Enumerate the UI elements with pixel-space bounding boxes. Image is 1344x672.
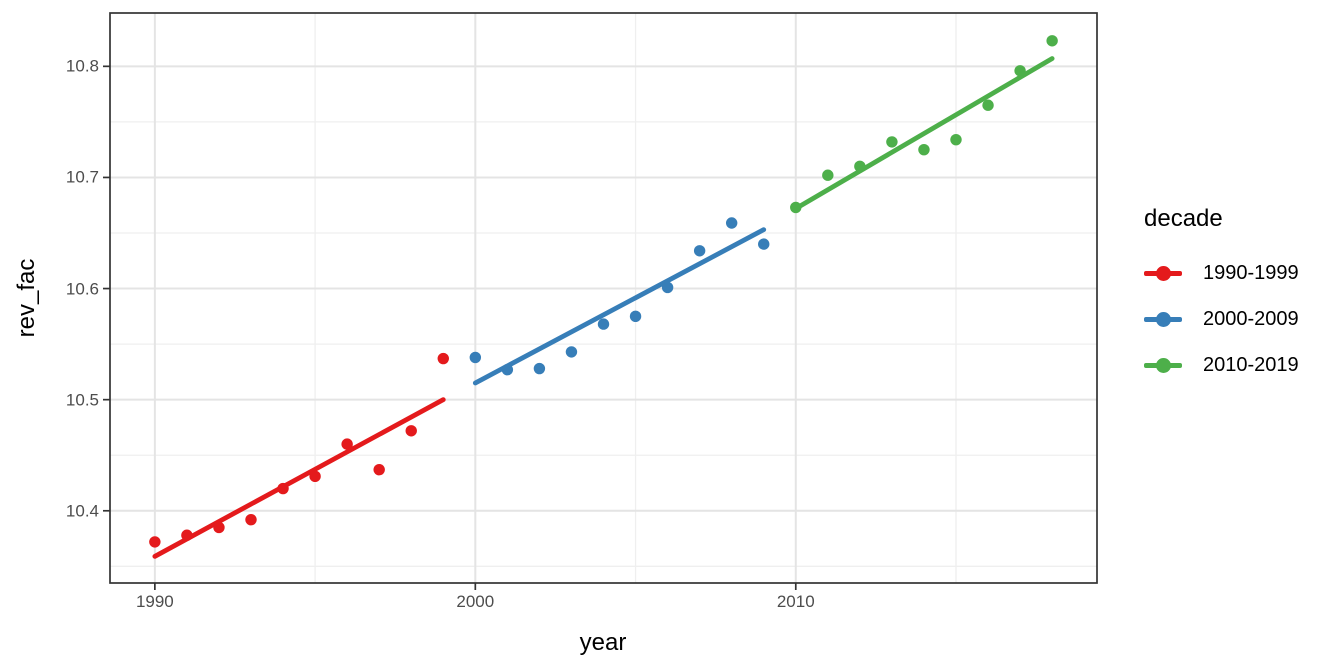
y-tick-label: 10.4	[65, 501, 99, 521]
data-point-2000-2009	[725, 217, 738, 229]
data-point-2010-2019	[1046, 35, 1058, 47]
data-point-2010-2019	[1014, 65, 1026, 77]
legend-item-label: 2010-2019	[1203, 354, 1299, 377]
legend-item: 2000-2009	[1144, 304, 1299, 334]
legend-item-label: 2000-2009	[1203, 308, 1299, 331]
y-tick-label: 10.5	[65, 390, 99, 410]
trend-line-2000-2009	[472, 227, 767, 386]
legend-key-glyph-icon	[1144, 350, 1182, 380]
data-point-2000-2009	[469, 351, 482, 364]
data-point-2000-2009	[565, 346, 578, 358]
data-point-2010-2019	[790, 201, 802, 214]
data-point-1990-1999	[181, 529, 193, 541]
legend-key-glyph-icon	[1144, 258, 1182, 288]
legend-key-dot	[1155, 357, 1171, 373]
x-tick-label: 2000	[456, 592, 495, 611]
data-point-2000-2009	[533, 362, 546, 375]
trend-line-1990-1999	[152, 397, 446, 559]
data-point-2000-2009	[693, 245, 706, 257]
data-point-1990-1999	[245, 513, 257, 526]
data-point-2010-2019	[950, 133, 962, 146]
data-point-1990-1999	[277, 482, 289, 495]
panel-border	[109, 12, 1098, 584]
legend-item-label: 1990-1999	[1203, 262, 1299, 285]
trend-line-2010-2019	[793, 56, 1055, 211]
data-point-1990-1999	[405, 425, 417, 437]
y-tick-label: 10.6	[65, 279, 99, 299]
data-point-2010-2019	[886, 136, 898, 148]
data-point-2010-2019	[918, 143, 930, 156]
legend-key-dot	[1155, 311, 1171, 327]
data-point-2010-2019	[854, 160, 866, 173]
legend-key-glyph-icon	[1144, 304, 1182, 334]
x-tick-label: 1990	[135, 592, 174, 611]
data-point-2000-2009	[758, 238, 770, 250]
legend: decade 1990-1999 2000-2009 2010-2019	[1144, 205, 1299, 396]
data-point-1990-1999	[341, 438, 353, 450]
data-point-1990-1999	[373, 463, 385, 476]
data-point-2000-2009	[597, 318, 610, 330]
x-axis-title: year	[579, 629, 627, 656]
data-point-2000-2009	[629, 310, 642, 323]
data-point-2010-2019	[982, 99, 994, 111]
legend-item: 1990-1999	[1144, 258, 1299, 288]
data-point-1990-1999	[309, 470, 321, 483]
data-point-2000-2009	[501, 363, 514, 376]
legend-key-dot	[1155, 265, 1171, 281]
y-tick-label: 10.7	[65, 167, 99, 187]
data-point-1990-1999	[213, 521, 225, 534]
data-point-1990-1999	[437, 352, 449, 365]
x-tick-label: 2010	[776, 592, 815, 611]
y-axis-title: rev_fac	[13, 258, 40, 338]
data-point-2010-2019	[822, 169, 834, 181]
legend-title: decade	[1144, 205, 1223, 232]
legend-item: 2010-2019	[1144, 350, 1299, 380]
data-point-2000-2009	[661, 281, 674, 294]
data-point-1990-1999	[149, 536, 161, 548]
y-tick-label: 10.8	[65, 56, 99, 76]
